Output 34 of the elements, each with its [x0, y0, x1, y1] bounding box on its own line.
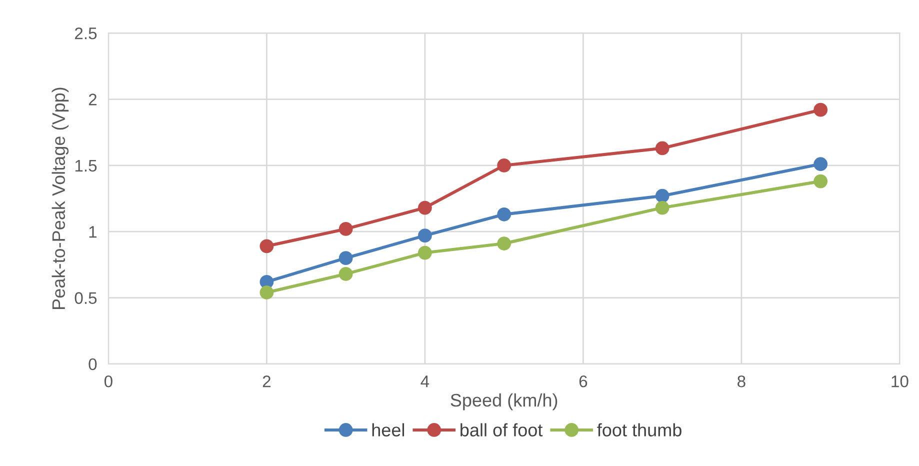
y-tick-label: 0.5	[74, 292, 97, 304]
point	[418, 228, 432, 243]
point	[655, 200, 670, 215]
x-tick-label: 8	[738, 375, 746, 388]
point	[497, 236, 512, 250]
point	[497, 207, 512, 222]
y-tick-label: 1.5	[75, 160, 97, 172]
x-axis-title: Speed (km/h)	[450, 393, 558, 410]
y-tick-label: 2	[88, 94, 96, 106]
x-tick-label: 6	[579, 375, 588, 388]
legend-label: foot thumb	[597, 423, 682, 436]
point	[814, 157, 828, 172]
y-tick-label: 1	[89, 226, 97, 238]
x-tick-label: 4	[420, 376, 430, 388]
point	[260, 239, 274, 254]
y-tick-label: 0	[88, 358, 97, 370]
legend-label: heel	[372, 423, 404, 436]
point	[260, 286, 274, 300]
x-tick-label: 10	[892, 375, 908, 388]
point	[418, 246, 432, 260]
point	[814, 102, 828, 117]
point	[655, 141, 670, 156]
point	[338, 267, 353, 281]
point	[814, 174, 828, 188]
point	[497, 158, 512, 172]
point	[655, 188, 670, 203]
point	[418, 200, 432, 215]
y-axis-title: Peak-to-Peak Voltage (Vpp)	[52, 88, 69, 309]
x-tick-label: 2	[262, 375, 270, 388]
legend-label: ball of foot	[460, 423, 543, 436]
x-tick-label: 0	[104, 375, 112, 388]
point	[338, 222, 353, 236]
point	[338, 251, 353, 266]
y-tick-label: 2.5	[75, 27, 97, 40]
